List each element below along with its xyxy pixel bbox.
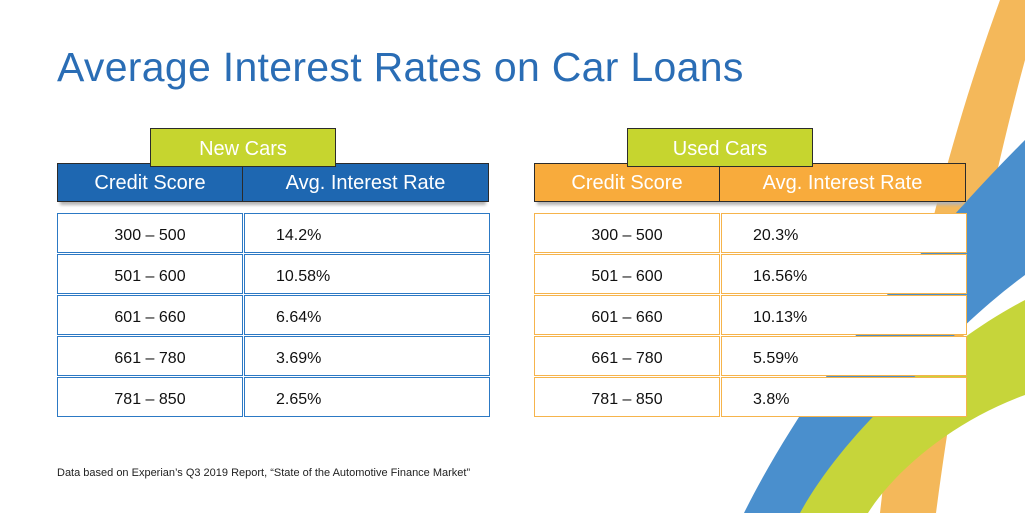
new-interest-rate-header: Avg. Interest Rate [285,172,446,194]
used-credit-score-header: Credit Score [535,164,720,201]
interest-rate-cell: 14.2% [244,213,490,253]
table-row: 661 – 780 3.69% [57,336,490,376]
interest-rate-cell: 10.58% [244,254,490,294]
table-row: 300 – 500 20.3% [534,213,967,253]
credit-score-cell: 601 – 660 [57,295,243,335]
interest-rate-cell: 3.69% [244,336,490,376]
new-cars-tab-label: New Cars [150,128,336,167]
credit-score-cell: 661 – 780 [57,336,243,376]
credit-score-cell: 501 – 600 [57,254,243,294]
credit-score-cell: 300 – 500 [534,213,720,253]
used-cars-header: Credit Score Avg. Interest Rate [534,163,966,202]
credit-score-cell: 661 – 780 [534,336,720,376]
credit-score-cell: 781 – 850 [57,377,243,417]
used-cars-tab-label: Used Cars [627,128,813,167]
interest-rate-cell: 6.64% [244,295,490,335]
source-footnote: Data based on Experian’s Q3 2019 Report,… [57,467,471,479]
interest-rate-cell: 16.56% [721,254,967,294]
table-row: 601 – 660 6.64% [57,295,490,335]
table-row: 781 – 850 2.65% [57,377,490,417]
credit-score-cell: 601 – 660 [534,295,720,335]
interest-rate-cell: 3.8% [721,377,967,417]
new-cars-header: Credit Score Avg. Interest Rate [57,163,489,202]
table-row: 501 – 600 10.58% [57,254,490,294]
table-row: 501 – 600 16.56% [534,254,967,294]
table-row: 601 – 660 10.13% [534,295,967,335]
interest-rate-cell: 20.3% [721,213,967,253]
used-interest-rate-header: Avg. Interest Rate [762,172,923,194]
interest-rate-cell: 5.59% [721,336,967,376]
new-credit-score-header: Credit Score [58,164,243,201]
interest-rate-cell: 2.65% [244,377,490,417]
credit-score-cell: 501 – 600 [534,254,720,294]
table-row: 781 – 850 3.8% [534,377,967,417]
credit-score-cell: 300 – 500 [57,213,243,253]
new-cars-rows: 300 – 500 14.2% 501 – 600 10.58% 601 – 6… [57,213,490,418]
used-cars-rows: 300 – 500 20.3% 501 – 600 16.56% 601 – 6… [534,213,967,418]
table-row: 300 – 500 14.2% [57,213,490,253]
table-row: 661 – 780 5.59% [534,336,967,376]
credit-score-cell: 781 – 850 [534,377,720,417]
page-title: Average Interest Rates on Car Loans [57,44,744,90]
interest-rate-cell: 10.13% [721,295,967,335]
